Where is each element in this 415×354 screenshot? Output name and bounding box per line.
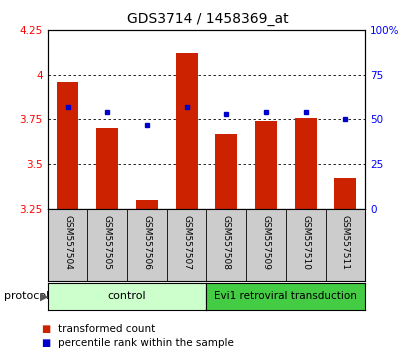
Bar [334, 178, 356, 209]
Text: control: control [108, 291, 146, 302]
Text: GSM557508: GSM557508 [222, 215, 231, 270]
Text: GSM557504: GSM557504 [63, 215, 72, 269]
Bar [215, 134, 237, 209]
Text: Evi1 retroviral transduction: Evi1 retroviral transduction [215, 291, 357, 302]
Bar [176, 53, 198, 209]
Text: GSM557506: GSM557506 [142, 215, 151, 270]
Text: percentile rank within the sample: percentile rank within the sample [58, 338, 234, 348]
Text: protocol: protocol [4, 291, 49, 302]
Text: GSM557505: GSM557505 [103, 215, 112, 270]
Text: GSM557510: GSM557510 [301, 215, 310, 270]
Text: GSM557507: GSM557507 [182, 215, 191, 270]
Bar [295, 118, 317, 209]
Bar [136, 200, 158, 209]
Bar [96, 129, 118, 209]
Text: transformed count: transformed count [58, 324, 155, 333]
Text: ▶: ▶ [40, 291, 49, 302]
Text: GSM557509: GSM557509 [261, 215, 271, 270]
Bar [255, 121, 277, 209]
Text: GDS3714 / 1458369_at: GDS3714 / 1458369_at [127, 12, 288, 27]
Text: ■: ■ [42, 338, 51, 348]
Bar [57, 82, 78, 209]
Text: GSM557511: GSM557511 [341, 215, 350, 270]
Text: ■: ■ [42, 324, 51, 333]
